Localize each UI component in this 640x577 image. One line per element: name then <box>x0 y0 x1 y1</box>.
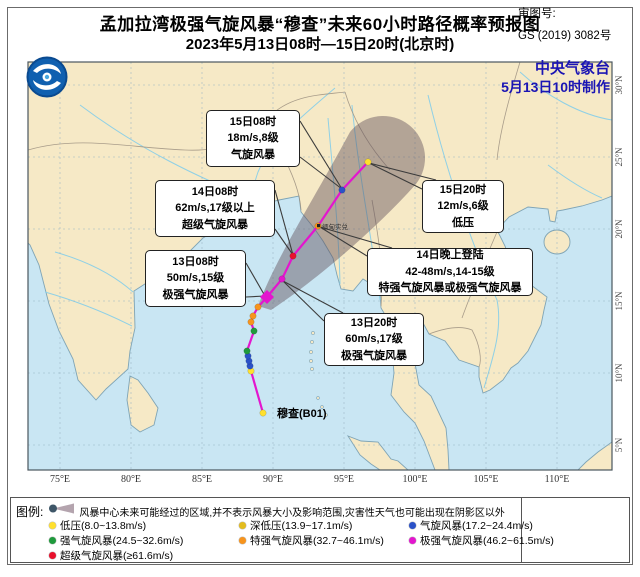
issuing-agency: 中央气象台 5月13日10时制作 <box>430 60 610 96</box>
track-point <box>243 347 251 355</box>
lon-tick: 110°E <box>545 474 570 485</box>
cma-logo-icon <box>26 56 68 103</box>
legend-title: 图例: <box>16 504 44 519</box>
page-border <box>7 7 633 565</box>
andaman-islands <box>309 331 328 417</box>
issue-time: 5月13日10时制作 <box>501 78 610 95</box>
geography-layer <box>28 62 612 470</box>
storm-name-label: 穆查(B01) <box>277 406 327 420</box>
legend-item: 超级气旋风暴(≥61.6m/s) <box>49 548 173 563</box>
map-frame <box>27 61 613 471</box>
legend-divider <box>521 498 522 562</box>
page-subtitle: 2023年5月13日08时—15日20时(北京时) <box>185 36 455 53</box>
lon-tick: 105°E <box>473 474 498 485</box>
forecast-callout: 13日08时 50m/s,15级 极强气旋风暴 <box>145 250 246 307</box>
track-point <box>254 303 262 311</box>
storm-track <box>243 158 372 417</box>
track-point <box>338 186 346 194</box>
forecast-callout: 14日晚上登陆 42-48m/s,14-15级 特强气旋风暴或极强气旋风暴 <box>367 248 533 296</box>
track-point <box>249 312 257 320</box>
legend-item: 特强气旋风暴(32.7~46.1m/s) <box>239 533 384 548</box>
lat-tick: 15°N <box>614 291 624 311</box>
lon-tick: 90°E <box>263 474 283 485</box>
cone-sample-icon <box>48 502 80 520</box>
axis-tick-labels: 75°E 80°E 85°E 90°E 95°E 100°E 105°E 110°E 30°N 2… <box>50 75 624 485</box>
agency-name: 中央气象台 <box>534 60 610 77</box>
legend-item: 深低压(13.9~17.1m/s) <box>239 518 352 533</box>
lat-tick: 10°N <box>614 363 624 383</box>
lon-tick: 100°E <box>402 474 427 485</box>
legend-item: 低压(8.0~13.8m/s) <box>49 518 146 533</box>
legend-header: 图例: 风暴中心未来可能经过的区域,并不表示风暴大小及影响范围,灾害性天气也可能… <box>16 502 505 520</box>
approval-label: 审图号: <box>518 8 556 20</box>
lat-tick: 25°N <box>614 147 624 167</box>
lon-tick: 80°E <box>121 474 141 485</box>
page-title: 孟加拉湾极强气旋风暴“穆查”未来60小时路径概率预报图 <box>99 15 541 34</box>
map-approval-number: 审图号: GS (2019) 3082号 <box>518 4 623 48</box>
forecast-callout: 15日20时 12m/s,6级 低压 <box>422 180 504 233</box>
legend-cone-note: 风暴中心未来可能经过的区域,并不表示风暴大小及影响范围,灾害性天气也可能出现在阴… <box>79 507 505 519</box>
current-position-marker <box>260 290 274 304</box>
island-sri-lanka <box>126 375 159 433</box>
city-marker-sittwe: 缅甸实兑 <box>317 222 349 231</box>
track-point <box>364 158 372 166</box>
city-label: 缅甸实兑 <box>322 222 349 231</box>
forecast-probability-cone <box>258 115 426 310</box>
legend-item: 极强气旋风暴(46.2~61.5m/s) <box>409 533 554 548</box>
lat-tick: 5°N <box>614 437 624 452</box>
forecast-callout: 13日20时 60m/s,17级 极强气旋风暴 <box>324 313 424 366</box>
track-point <box>250 327 258 335</box>
track-point <box>259 409 267 417</box>
track-point <box>247 318 255 326</box>
approval-value: GS (2019) 3082号 <box>518 29 612 42</box>
legend-item: 强气旋风暴(24.5~32.6m/s) <box>49 533 183 548</box>
legend-panel: 图例: 风暴中心未来可能经过的区域,并不表示风暴大小及影响范围,灾害性天气也可能… <box>10 497 630 563</box>
island-borneo <box>577 441 612 470</box>
lat-tick: 20°N <box>614 219 624 239</box>
track-point <box>289 252 297 260</box>
lon-tick: 85°E <box>192 474 212 485</box>
callout-connectors <box>245 120 437 322</box>
forecast-callout: 15日08时 18m/s,8级 气旋风暴 <box>206 110 300 167</box>
lon-tick: 95°E <box>334 474 354 485</box>
legend-item: 气旋风暴(17.2~24.4m/s) <box>409 518 533 533</box>
graticule <box>28 62 612 470</box>
lon-tick: 75°E <box>50 474 70 485</box>
lat-tick: 30°N <box>614 75 624 95</box>
island-sumatra <box>346 435 409 470</box>
forecast-callout: 14日08时 62m/s,17级以上 超级气旋风暴 <box>155 180 275 237</box>
track-point <box>278 275 286 283</box>
